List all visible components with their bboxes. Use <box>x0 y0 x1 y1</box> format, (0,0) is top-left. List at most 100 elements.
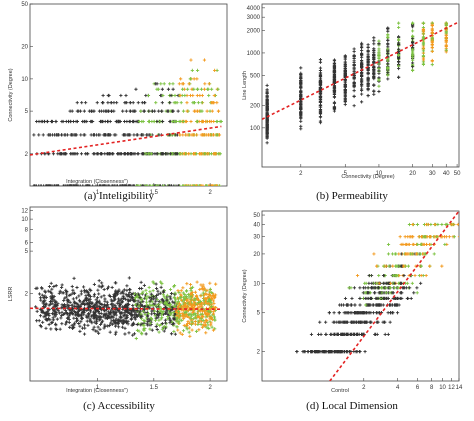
data-point <box>209 321 213 325</box>
data-point <box>72 184 77 186</box>
data-point <box>126 310 131 315</box>
data-point <box>397 252 401 256</box>
data-point <box>352 83 356 87</box>
data-point <box>332 100 337 104</box>
data-point <box>168 287 173 292</box>
data-point <box>332 92 337 96</box>
data-point <box>372 61 376 65</box>
data-point <box>83 326 87 330</box>
x-tick-label: 2 <box>362 385 366 391</box>
data-point <box>99 109 103 113</box>
data-point <box>332 74 337 78</box>
data-point <box>416 242 420 247</box>
data-point <box>179 289 183 293</box>
data-point <box>121 306 125 310</box>
data-point <box>202 58 207 62</box>
data-point <box>430 63 434 67</box>
data-point <box>98 322 103 327</box>
data-point <box>99 311 103 316</box>
data-point <box>86 184 90 186</box>
data-point <box>318 114 323 119</box>
data-point <box>419 264 423 268</box>
data-point <box>87 109 91 113</box>
data-point <box>386 242 391 247</box>
data-point <box>219 119 223 124</box>
data-point <box>299 86 303 90</box>
data-point <box>377 84 381 88</box>
data-point <box>168 304 172 308</box>
data-point <box>299 116 303 120</box>
data-point <box>144 184 148 186</box>
data-point <box>173 304 177 308</box>
data-point <box>96 325 100 329</box>
data-point <box>95 101 99 105</box>
data-point <box>51 318 55 322</box>
points-layer <box>265 21 448 145</box>
data-point <box>56 184 60 186</box>
data-point <box>48 302 52 307</box>
data-point <box>367 281 371 285</box>
data-point <box>65 295 69 299</box>
data-point <box>71 184 75 186</box>
data-point <box>171 87 175 91</box>
data-point <box>198 299 203 303</box>
data-point <box>207 93 211 98</box>
data-point <box>343 96 347 100</box>
data-point <box>76 302 80 307</box>
data-point <box>205 184 209 186</box>
data-point <box>133 299 137 303</box>
data-point <box>147 119 151 124</box>
data-point <box>119 93 123 98</box>
data-point <box>103 133 107 137</box>
data-point <box>372 42 376 46</box>
data-point <box>144 297 149 301</box>
data-point <box>149 292 153 296</box>
data-point <box>346 349 350 354</box>
data-point <box>150 300 154 304</box>
data-point <box>397 21 401 25</box>
data-point <box>176 304 181 308</box>
data-point <box>110 322 115 326</box>
data-point <box>84 152 88 156</box>
data-point <box>88 184 92 186</box>
data-point <box>199 87 204 91</box>
data-point <box>166 317 170 321</box>
data-point <box>132 332 137 336</box>
data-point <box>443 242 447 247</box>
data-point <box>352 89 356 93</box>
data-point <box>444 44 448 49</box>
data-point <box>121 297 125 301</box>
data-point <box>181 119 185 124</box>
data-point <box>343 296 348 301</box>
data-point <box>421 242 425 247</box>
data-point <box>366 45 370 49</box>
data-point <box>41 320 45 324</box>
data-point <box>121 321 125 326</box>
data-point <box>341 320 345 324</box>
data-point <box>377 53 381 57</box>
data-point <box>318 74 323 79</box>
data-point <box>147 285 151 290</box>
data-point <box>144 288 148 292</box>
data-point <box>181 133 185 137</box>
data-point <box>94 298 98 302</box>
data-point <box>140 332 144 336</box>
data-point <box>160 87 164 91</box>
data-point <box>50 119 54 124</box>
y-tick-label: 5 <box>25 249 29 255</box>
data-point <box>55 304 59 308</box>
data-point <box>354 320 359 324</box>
data-point <box>126 298 130 302</box>
data-point <box>189 316 193 320</box>
data-point <box>40 310 44 314</box>
data-point <box>146 311 151 315</box>
data-point <box>216 184 220 186</box>
data-point <box>106 324 110 328</box>
data-point <box>70 323 74 327</box>
data-point <box>428 264 432 268</box>
data-point <box>390 311 394 315</box>
y-tick-label: 30 <box>253 235 260 241</box>
data-point <box>190 290 194 294</box>
data-point <box>215 133 220 137</box>
data-point <box>142 283 146 287</box>
